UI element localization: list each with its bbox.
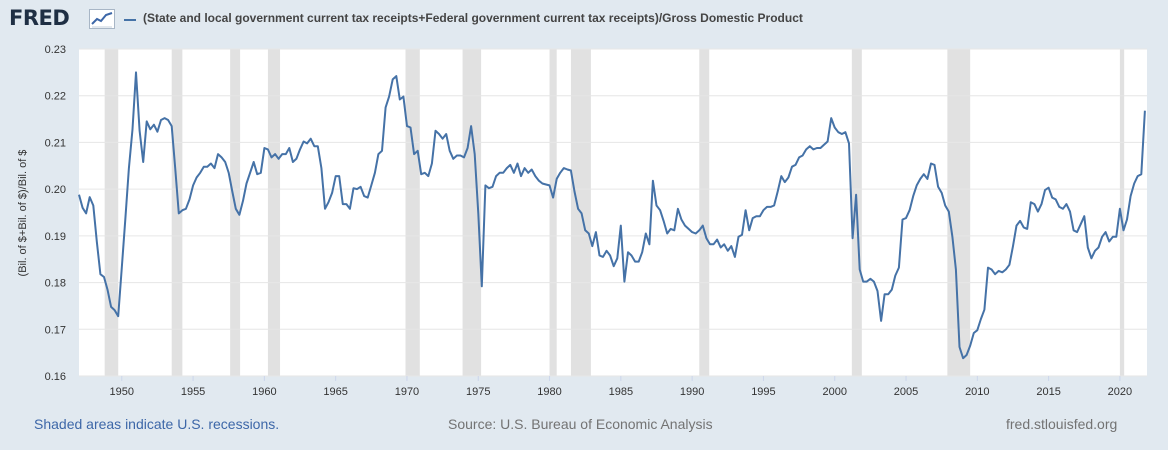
y-tick-label: 0.23 [45,44,66,56]
x-tick-label: 2005 [894,386,918,398]
y-tick-label: 0.21 [45,137,66,149]
x-tick-label: 1980 [537,386,561,398]
x-tick-label: 1970 [395,386,419,398]
x-tick-label: 1990 [680,386,704,398]
x-tick-label: 2015 [1036,386,1060,398]
y-tick-label: 0.22 [45,91,66,103]
recessions-note-link[interactable]: Shaded areas indicate U.S. recessions. [34,416,280,432]
recession-band [699,49,710,376]
recession-band [267,49,281,376]
recession-band [171,49,183,376]
recession-band [230,49,241,376]
recession-band [947,49,971,376]
x-tick-label: 1950 [110,386,134,398]
recession-band [462,49,482,376]
x-tick-label: 1985 [609,386,633,398]
x-tick-label: 2010 [965,386,989,398]
legend-line-swatch [124,19,136,21]
y-gridlines [79,48,1147,377]
chart-footer: Shaded areas indicate U.S. recessions. S… [0,416,1168,436]
series-line [78,71,1146,360]
y-tick-label: 0.16 [45,371,66,383]
y-tick-labels: 0.16 0.17 0.18 0.19 0.20 0.21 0.22 0.23 [45,44,66,383]
x-tick-label: 1955 [181,386,205,398]
x-tick-label: 1965 [323,386,347,398]
recession-band [549,49,557,376]
chart-line-icon [89,9,115,29]
x-gridlines [121,376,1121,381]
recession-band [104,49,119,376]
y-tick-label: 0.17 [45,324,66,336]
x-tick-label: 2020 [1108,386,1132,398]
fred-site-link[interactable]: fred.stlouisfed.org [1006,416,1118,432]
recession-band [405,49,420,376]
x-tick-label: 1960 [252,386,276,398]
x-tick-label: 1995 [751,386,775,398]
y-axis-label: (Bil. of $+Bil. of $)/Bil. of $ [17,150,29,277]
recession-band [1119,49,1125,376]
y-tick-label: 0.18 [45,278,66,290]
x-tick-label: 2000 [822,386,846,398]
source-text: Source: U.S. Bureau of Economic Analysis [448,416,713,432]
x-tick-label: 1975 [466,386,490,398]
line-chart: 0.160.170.180.190.200.210.220.23 1950 195… [17,44,1147,398]
y-tick-label: 0.19 [45,231,66,243]
y-tick-label: 0.20 [45,184,66,196]
x-tick-labels: 1950 1955 1960 1965 1970 1975 1980 1985 1990 1995… [110,386,1133,398]
chart-header: FRED (State and local government current… [0,0,1168,42]
fred-logo[interactable]: FRED [9,6,70,30]
legend-series-label[interactable]: (State and local government current tax … [143,11,803,25]
